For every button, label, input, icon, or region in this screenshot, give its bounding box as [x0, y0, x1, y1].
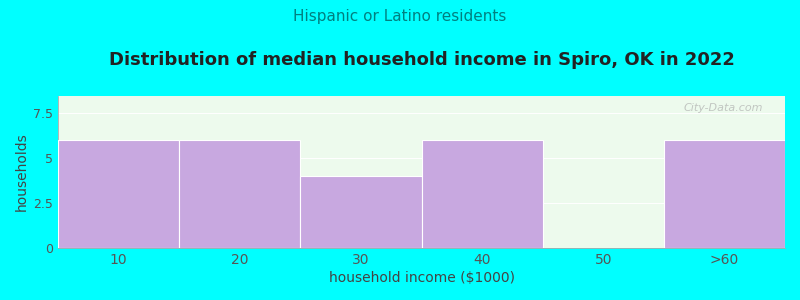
Bar — [422, 140, 542, 248]
Bar — [58, 140, 179, 248]
Text: City-Data.com: City-Data.com — [684, 103, 763, 113]
Title: Distribution of median household income in Spiro, OK in 2022: Distribution of median household income … — [109, 51, 734, 69]
Text: Hispanic or Latino residents: Hispanic or Latino residents — [294, 9, 506, 24]
X-axis label: household income ($1000): household income ($1000) — [329, 271, 514, 285]
Bar — [179, 140, 300, 248]
Y-axis label: households: households — [15, 132, 29, 211]
Bar — [300, 176, 422, 248]
Bar — [664, 140, 785, 248]
